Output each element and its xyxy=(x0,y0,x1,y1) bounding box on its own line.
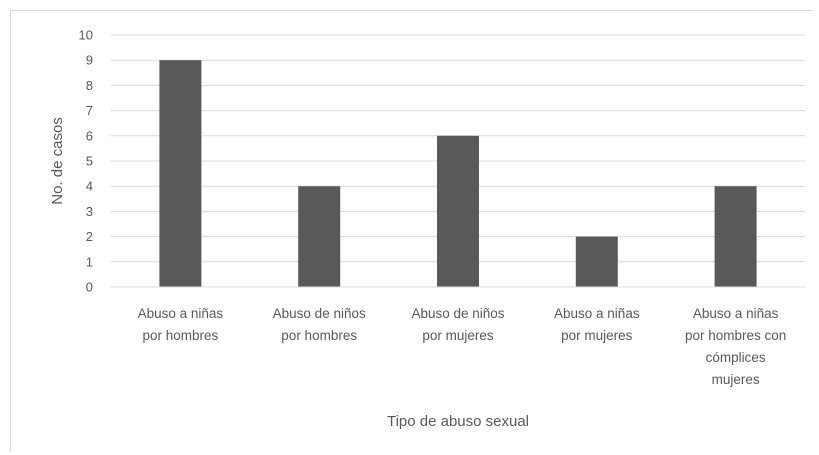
x-category-label-line: Abuso de niños xyxy=(411,306,504,321)
y-tick-label: 0 xyxy=(86,280,93,295)
y-tick-label: 5 xyxy=(86,154,93,169)
bar xyxy=(575,236,618,287)
x-axis-title: Tipo de abuso sexual xyxy=(387,413,529,430)
x-category-label-line: mujeres xyxy=(712,372,760,387)
y-axis-ticks: 0 1 2 3 4 5 6 7 8 9 10 xyxy=(79,28,93,295)
y-tick-label: 3 xyxy=(86,204,93,219)
bars xyxy=(159,60,757,288)
y-tick-label: 1 xyxy=(86,254,93,269)
x-category-label-line: Abuso de niños xyxy=(273,306,366,321)
x-category-label: Abuso de niños por hombres xyxy=(273,306,366,343)
x-category-label-line: por hombres con xyxy=(685,328,786,343)
y-tick-label: 6 xyxy=(86,128,93,143)
bar xyxy=(714,186,757,287)
y-tick-label: 8 xyxy=(86,78,93,93)
bar xyxy=(298,186,341,287)
x-category-label-line: Abuso a niñas xyxy=(554,306,640,321)
x-category-label-line: por mujeres xyxy=(422,328,494,343)
x-category-label-line: cómplices xyxy=(706,350,766,365)
x-axis-labels: Abuso a niñas por hombres Abuso de niños po… xyxy=(138,306,787,387)
x-category-label: Abuso a niñas por mujeres xyxy=(554,306,640,343)
y-tick-label: 10 xyxy=(79,28,93,43)
x-category-label-line: por hombres xyxy=(281,328,357,343)
bar xyxy=(437,135,479,287)
y-tick-label: 2 xyxy=(86,229,93,244)
x-category-label-line: por mujeres xyxy=(561,328,633,343)
chart-frame xyxy=(10,10,813,452)
x-category-label-line: Abuso a niñas xyxy=(693,306,779,321)
y-tick-label: 7 xyxy=(86,103,93,118)
y-axis-title: No. de casos xyxy=(49,117,66,205)
y-tick-label: 9 xyxy=(86,53,93,68)
x-category-label: Abuso a niñas por hombres xyxy=(138,306,224,343)
bar xyxy=(159,60,202,288)
x-category-label: Abuso a niñas por hombres con cómplices muj… xyxy=(685,306,786,387)
x-category-label: Abuso de niños por mujeres xyxy=(411,306,504,343)
y-tick-label: 4 xyxy=(86,179,93,194)
x-category-label-line: por hombres xyxy=(143,328,219,343)
x-category-label-line: Abuso a niñas xyxy=(138,306,224,321)
